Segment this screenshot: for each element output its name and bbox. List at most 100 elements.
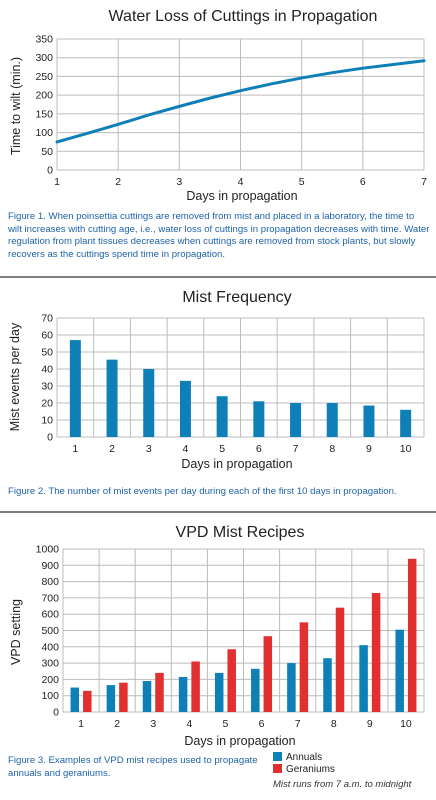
chart3-xtick-1: 2 (114, 718, 120, 730)
chart1-ytick-5: 250 (35, 71, 53, 83)
chart1-xtick-3: 4 (238, 176, 244, 188)
chart2-ytick-7: 70 (41, 313, 53, 325)
figure3-caption: Figure 3. Examples of VPD mist recipes u… (8, 755, 258, 779)
chart3-bar-annuals-4 (178, 676, 188, 712)
chart2-xtick-2: 3 (146, 443, 152, 455)
chart1-ylabel: Time to wilt (min.) (9, 57, 23, 155)
chart1-ytick-4: 200 (35, 90, 53, 102)
figure1-caption: Figure 1. When poinsettia cuttings are r… (8, 211, 430, 260)
chart2-xtick-8: 9 (366, 443, 372, 455)
chart3-xtick-7: 8 (331, 718, 337, 730)
chart3-ytick-9: 900 (41, 560, 59, 572)
chart2-xtick-3: 4 (183, 443, 189, 455)
chart2-xlabel: Days in propagation (181, 457, 292, 471)
chart3-bar-geraniums-8 (335, 607, 345, 712)
chart1-ytick-3: 150 (35, 108, 53, 120)
chart1-ytick-6: 300 (35, 52, 53, 64)
legend-label-geraniums: Geraniums (286, 764, 335, 775)
chart2-bar-1 (69, 340, 81, 437)
chart3-bar-annuals-8 (323, 658, 332, 712)
chart3-ytick-1: 100 (41, 690, 59, 702)
vpd-mist-chart: VPD Mist Recipes VPD setting Days in pro… (9, 524, 425, 790)
chart1-title: Water Loss of Cuttings in Propagation (109, 8, 378, 25)
chart1-ytick-7: 350 (35, 34, 53, 46)
chart2-ylabel: Mist events per day (8, 322, 22, 431)
chart3-ylabel: VPD setting (9, 599, 23, 665)
legend-swatch-annuals (273, 752, 282, 761)
chart3-ytick-0: 0 (53, 707, 59, 719)
chart3-ytick-4: 400 (41, 641, 59, 653)
chart3-bar-annuals-9 (359, 645, 368, 712)
chart3-xtick-5: 6 (259, 718, 265, 730)
chart2-ytick-3: 30 (41, 381, 53, 393)
chart3-xtick-8: 9 (367, 718, 373, 730)
chart2-bar-3 (143, 369, 155, 437)
chart2-xtick-6: 7 (293, 443, 299, 455)
chart2-xtick-4: 5 (219, 443, 225, 455)
chart3-ytick-3: 300 (41, 658, 59, 670)
chart2-bar-6 (253, 401, 265, 437)
chart2-ytick-5: 50 (41, 347, 53, 359)
chart2-bar-8 (326, 403, 338, 437)
chart3-bar-geraniums-5 (227, 649, 236, 712)
chart2-bar-5 (216, 396, 228, 437)
chart3-bar-geraniums-1 (83, 690, 92, 712)
chart3-legend: Annuals Geraniums (273, 752, 335, 775)
chart1-xtick-5: 6 (360, 176, 366, 188)
chart1-xtick-6: 7 (421, 176, 427, 188)
chart1-series-line (55, 59, 426, 144)
chart3-ytick-10: 1000 (36, 544, 60, 556)
legend-label-annuals: Annuals (286, 752, 322, 763)
chart2-ytick-6: 60 (41, 330, 53, 342)
mist-runs-note: Mist runs from 7 a.m. to midnight (273, 779, 412, 790)
chart2-bar-10 (400, 409, 412, 437)
chart2-bar-9 (363, 405, 375, 437)
chart3-xtick-2: 3 (150, 718, 156, 730)
chart2-xtick-1: 2 (109, 443, 115, 455)
chart3-bar-geraniums-4 (191, 661, 200, 712)
chart3-xtick-3: 4 (186, 718, 192, 730)
chart2-ytick-2: 20 (41, 398, 53, 410)
chart1-ytick-2: 100 (35, 127, 53, 139)
chart3-ytick-8: 800 (41, 576, 59, 588)
chart3-bar-annuals-2 (106, 685, 116, 712)
chart2-ytick-1: 10 (41, 415, 53, 427)
chart3-ytick-2: 200 (41, 674, 59, 686)
chart2-xtick-5: 6 (256, 443, 262, 455)
chart3-xtick-6: 7 (295, 718, 301, 730)
chart2-ytick-0: 0 (47, 432, 53, 444)
chart1-ytick-0: 0 (47, 165, 53, 177)
chart2-bar-2 (106, 359, 118, 437)
chart3-bar-geraniums-9 (371, 593, 381, 712)
chart3-bar-annuals-10 (395, 629, 404, 712)
chart3-xtick-0: 1 (78, 718, 84, 730)
chart3-ytick-7: 700 (41, 592, 59, 604)
chart3-bar-geraniums-7 (299, 622, 309, 712)
chart3-bar-geraniums-10 (407, 558, 417, 712)
chart1-xtick-4: 5 (299, 176, 305, 188)
chart1-xtick-2: 3 (176, 176, 182, 188)
chart3-xtick-4: 5 (223, 718, 229, 730)
chart3-ytick-5: 500 (41, 625, 59, 637)
chart2-xtick-9: 10 (400, 443, 412, 455)
chart3-bar-annuals-7 (287, 663, 296, 712)
chart3-bar-geraniums-3 (155, 672, 164, 712)
chart3-bar-geraniums-2 (119, 682, 128, 712)
water-loss-chart: Water Loss of Cuttings in Propagation Ti… (9, 8, 427, 203)
chart2-title: Mist Frequency (182, 289, 291, 306)
legend-swatch-geraniums (273, 764, 282, 773)
chart3-bar-annuals-5 (214, 672, 224, 712)
chart2-xtick-0: 1 (72, 443, 78, 455)
chart2-bar-4 (179, 380, 191, 437)
chart2-ytick-4: 40 (41, 364, 53, 376)
mist-frequency-chart: Mist Frequency Mist events per day Days … (8, 289, 425, 471)
chart3-xtick-9: 10 (400, 718, 412, 730)
chart3-title: VPD Mist Recipes (176, 524, 305, 541)
chart1-ytick-1: 50 (41, 146, 53, 158)
chart2-bar-7 (290, 403, 302, 437)
chart1-xlabel: Days in propagation (186, 189, 297, 203)
chart2-xtick-7: 8 (329, 443, 335, 455)
chart1-xtick-0: 1 (54, 176, 60, 188)
chart3-xlabel: Days in propagation (184, 734, 295, 748)
